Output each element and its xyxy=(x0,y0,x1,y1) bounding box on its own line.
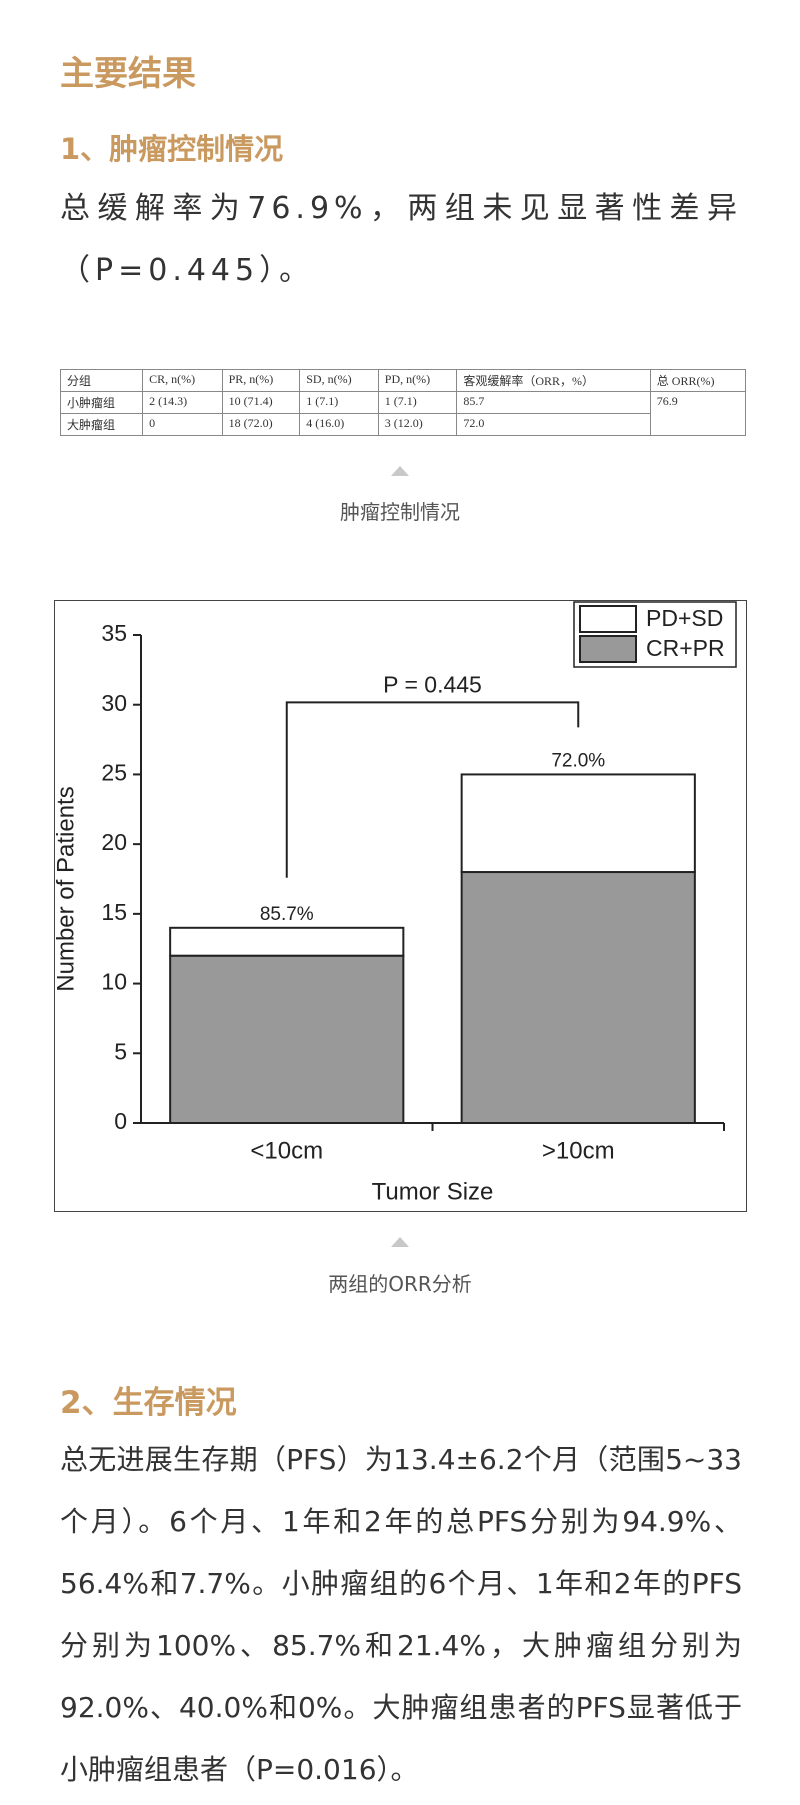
table-header: 分组 CR, n(%) PR, n(%) SD, n(%) PD, n(%) 客观缓解率（… xyxy=(59,369,747,392)
y-tick-label: 30 xyxy=(101,690,127,716)
table-cell: PD, n(%) xyxy=(377,369,458,392)
caption-arrow xyxy=(391,466,409,476)
table-cell: 分组 xyxy=(59,369,144,392)
x-axis-label: Tumor Size xyxy=(372,1178,494,1205)
section-title: 2、生存情况 xyxy=(60,1385,237,1421)
legend-swatch xyxy=(579,635,637,663)
table-cell: 0 xyxy=(142,413,223,436)
table-row: 大肿瘤组 0 18 (72.0) 4 (16.0) 3 (12.0) 72.0 xyxy=(59,413,746,436)
table-cell: CR, n(%) xyxy=(142,369,223,392)
legend-label: PD+SD xyxy=(646,605,723,631)
section-title: 1、肿瘤控制情况 xyxy=(60,132,284,166)
table-row: 小肿瘤组 2 (14.3) 10 (71.4) 1 (7.1) 1 (7.1) 85.7 7… xyxy=(59,391,747,436)
y-tick-label: 0 xyxy=(114,1108,127,1134)
table-cell: 总 ORR(%) xyxy=(649,369,747,392)
y-tick-label: 10 xyxy=(101,969,127,995)
x-tick-label: >10cm xyxy=(542,1137,615,1164)
table-cell: 10 (71.4) xyxy=(221,391,301,414)
table-cell: 1 (7.1) xyxy=(377,391,458,414)
y-tick-label: 20 xyxy=(101,829,127,855)
table-cell: 76.9 xyxy=(649,391,747,436)
top-label: 85.7% xyxy=(260,904,314,925)
caption: 肿瘤控制情况 xyxy=(340,500,460,524)
bar-segment xyxy=(460,871,696,1124)
y-axis-label: Number of Patients xyxy=(54,786,79,991)
y-tick-label: 25 xyxy=(101,760,127,786)
paragraph: 总无进展生存期（PFS）为13.4±6.2个月（范围5~33个月）。6个月、1年… xyxy=(60,1443,742,1786)
bar-segment xyxy=(460,773,696,874)
legend-swatch xyxy=(579,605,637,633)
table-cell: PR, n(%) xyxy=(221,369,301,392)
table-cell: 3 (12.0) xyxy=(377,413,458,436)
result-table: 分组 CR, n(%) PR, n(%) SD, n(%) PD, n(%) 客观缓解率（… xyxy=(59,369,747,436)
paragraph: 总缓解率为76.9%，两组未见显著性差异（P=0.445）。 xyxy=(60,191,742,288)
significance-bracket xyxy=(285,701,580,878)
table-cell: 85.7 xyxy=(456,391,651,414)
bar-segment xyxy=(169,926,405,957)
y-tick-label: 35 xyxy=(101,620,127,646)
top-label: 72.0% xyxy=(551,750,605,771)
x-tick-label: <10cm xyxy=(250,1137,323,1164)
y-tick-label: 15 xyxy=(101,899,127,925)
table-cell: 4 (16.0) xyxy=(299,413,379,436)
caption-arrow xyxy=(391,1237,409,1247)
table-cell: 72.0 xyxy=(456,413,651,436)
chart: 0 5 10 15 20 25 30 35 Number of Patients Tumor Si… xyxy=(54,600,747,1212)
bar-segment xyxy=(169,954,405,1124)
table-cell: 18 (72.0) xyxy=(221,413,301,436)
table-cell: 小肿瘤组 xyxy=(59,391,144,414)
heading: 主要结果 xyxy=(60,54,196,94)
table-cell: 客观缓解率（ORR，%） xyxy=(456,369,651,392)
table-cell: SD, n(%) xyxy=(299,369,379,392)
caption: 两组的ORR分析 xyxy=(328,1272,472,1296)
legend-label: CR+PR xyxy=(646,635,725,661)
p-value-annotation: P = 0.445 xyxy=(383,672,482,698)
table-cell: 1 (7.1) xyxy=(299,391,379,414)
y-tick-label: 5 xyxy=(114,1038,127,1064)
table-cell: 大肿瘤组 xyxy=(59,413,144,436)
table-cell: 2 (14.3) xyxy=(142,391,223,414)
